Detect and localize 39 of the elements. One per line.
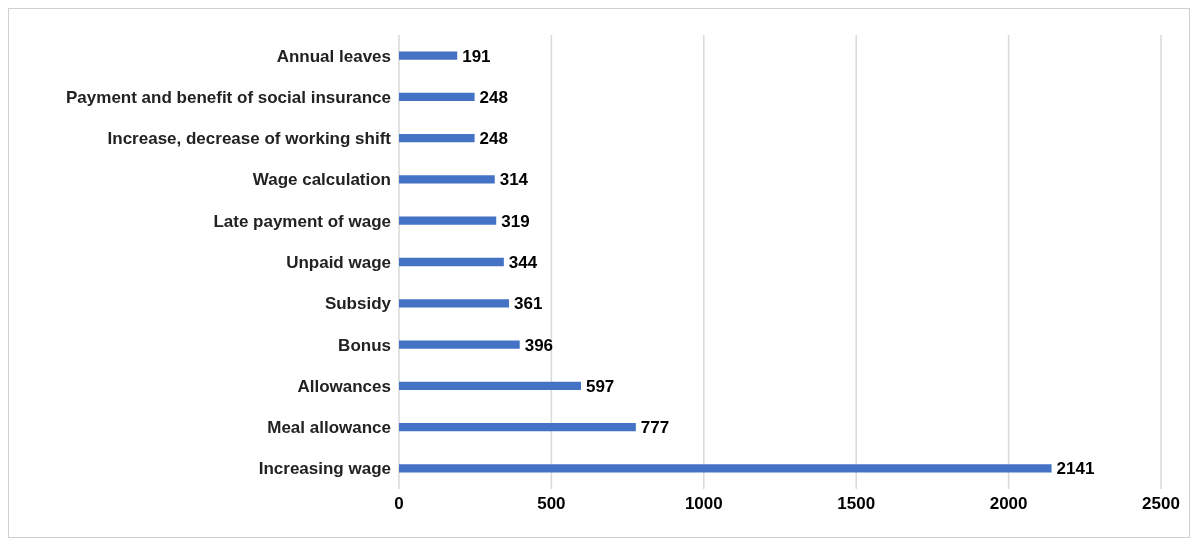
data-label: 2141 — [1056, 459, 1095, 479]
y-tick-label: Subsidy — [324, 294, 392, 314]
y-tick-label: Wage calculation — [252, 170, 391, 190]
data-label: 248 — [479, 87, 508, 107]
x-tick-label: 1000 — [684, 494, 723, 514]
data-label: 361 — [514, 294, 543, 314]
y-tick-label: Annual leaves — [276, 46, 391, 66]
bar — [399, 51, 458, 60]
y-tick-label: Increase, decrease of working shift — [107, 129, 392, 149]
y-tick-label: Meal allowance — [267, 418, 391, 438]
y-tick-label: Bonus — [338, 335, 391, 355]
data-label: 344 — [508, 253, 538, 273]
bar — [399, 175, 495, 184]
y-tick-label: Increasing wage — [258, 459, 391, 479]
y-tick-label: Allowances — [297, 376, 391, 396]
bar — [399, 422, 636, 432]
data-label: 314 — [499, 170, 529, 190]
data-label: 396 — [524, 335, 554, 355]
x-tick-label: 500 — [537, 494, 566, 514]
data-label: 777 — [640, 418, 670, 438]
bar — [399, 381, 581, 390]
bar — [399, 134, 475, 143]
data-label: 248 — [479, 129, 508, 149]
bar — [399, 216, 497, 225]
data-label: 597 — [585, 376, 615, 396]
data-label: 191 — [462, 46, 491, 66]
bar — [399, 92, 475, 102]
bar — [399, 299, 510, 308]
data-label: 319 — [501, 211, 530, 231]
bar — [399, 340, 520, 349]
y-tick-label: Late payment of wage — [213, 211, 391, 231]
bar — [399, 257, 504, 267]
y-tick-label: Payment and benefit of social insurance — [66, 87, 391, 107]
bar — [399, 464, 1052, 473]
y-tick-label: Unpaid wage — [286, 253, 391, 273]
x-tick-label: 2000 — [989, 494, 1028, 514]
x-tick-label: 0 — [394, 494, 404, 514]
x-tick-label: 1500 — [837, 494, 876, 514]
x-tick-label: 2500 — [1142, 494, 1180, 514]
